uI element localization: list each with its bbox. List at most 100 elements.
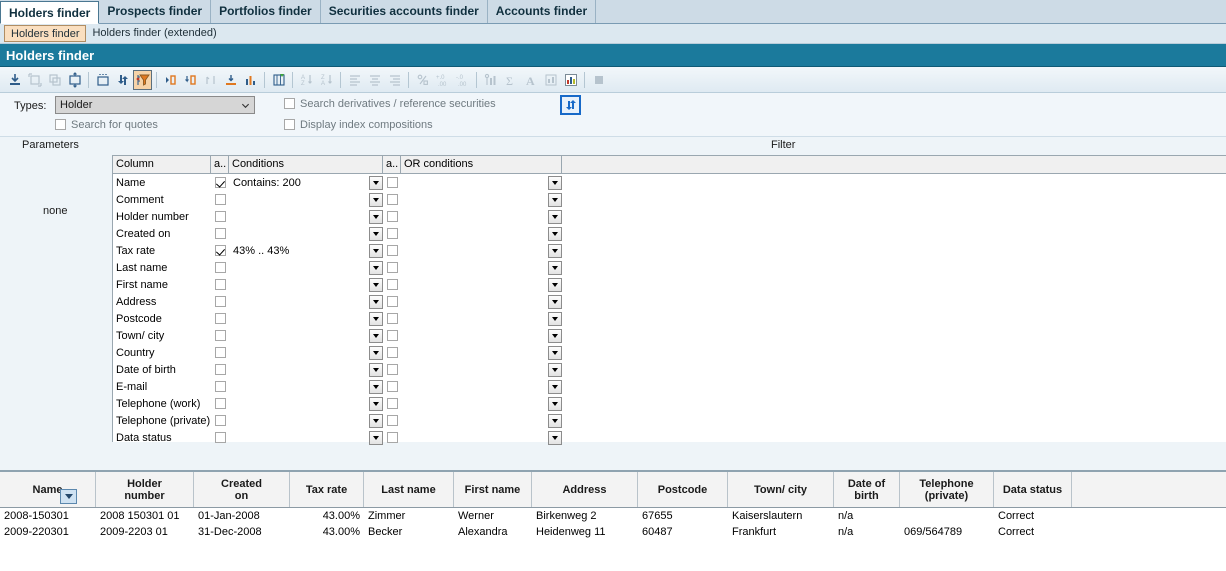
filter-row[interactable]: Telephone (private) <box>113 412 1226 429</box>
filter-condition-dropdown[interactable] <box>369 260 383 275</box>
filter-active-checkbox[interactable] <box>214 228 226 239</box>
filter-row[interactable]: Address <box>113 293 1226 310</box>
filter-condition-cell[interactable] <box>229 260 383 276</box>
filter-or-active-cell[interactable] <box>383 177 401 188</box>
filter-or-active-checkbox[interactable] <box>386 313 398 324</box>
filter-or-active-checkbox[interactable] <box>386 211 398 222</box>
table-row[interactable]: 2009-220301 2009-2203 01 31-Dec-2008 43.00%… <box>0 524 1226 540</box>
filter-or-active-checkbox[interactable] <box>386 347 398 358</box>
toolbar-chart-color-icon[interactable] <box>561 70 580 90</box>
filter-or-active-cell[interactable] <box>383 398 401 409</box>
filter-condition-dropdown[interactable] <box>369 294 383 309</box>
filter-active-cell[interactable] <box>211 262 229 273</box>
filter-or-condition-cell[interactable] <box>401 413 562 429</box>
filter-or-active-checkbox[interactable] <box>386 245 398 256</box>
filter-or-condition-cell[interactable] <box>401 328 562 344</box>
display-index-option[interactable]: Display index compositions <box>284 119 433 131</box>
header-or-conditions[interactable]: OR conditions <box>401 156 562 173</box>
filter-condition-dropdown[interactable] <box>369 277 383 292</box>
filter-active-checkbox[interactable] <box>214 245 226 256</box>
filter-or-active-cell[interactable] <box>383 262 401 273</box>
filter-or-active-checkbox[interactable] <box>386 381 398 392</box>
filter-active-cell[interactable] <box>211 415 229 426</box>
filter-active-checkbox[interactable] <box>214 211 226 222</box>
filter-active-checkbox[interactable] <box>214 381 226 392</box>
filter-condition-dropdown[interactable] <box>369 243 383 258</box>
filter-or-active-cell[interactable] <box>383 194 401 205</box>
filter-condition-cell[interactable] <box>229 379 383 395</box>
filter-active-cell[interactable] <box>211 228 229 239</box>
filter-or-condition-dropdown[interactable] <box>548 209 562 224</box>
filter-or-condition-cell[interactable] <box>401 260 562 276</box>
sort-descending-button[interactable] <box>60 489 77 504</box>
filter-or-condition-cell[interactable] <box>401 345 562 361</box>
filter-or-condition-cell[interactable] <box>401 430 562 446</box>
filter-or-condition-dropdown[interactable] <box>548 260 562 275</box>
filter-condition-cell[interactable]: Contains: 200 <box>229 175 383 191</box>
filter-row[interactable]: Town/ city <box>113 327 1226 344</box>
results-header-first[interactable]: First name <box>454 472 532 507</box>
filter-or-active-checkbox[interactable] <box>386 432 398 443</box>
filter-active-cell[interactable] <box>211 381 229 392</box>
header-column[interactable]: Column <box>113 156 211 173</box>
filter-condition-dropdown[interactable] <box>369 192 383 207</box>
filter-condition-dropdown[interactable] <box>369 379 383 394</box>
filter-active-checkbox[interactable] <box>214 364 226 375</box>
filter-or-condition-dropdown[interactable] <box>548 413 562 428</box>
display-index-checkbox[interactable] <box>284 119 295 130</box>
types-dropdown[interactable]: Holder <box>55 96 255 114</box>
main-tab-holders-finder[interactable]: Holders finder <box>0 1 100 24</box>
filter-condition-cell[interactable] <box>229 192 383 208</box>
filter-row[interactable]: First name <box>113 276 1226 293</box>
filter-or-active-checkbox[interactable] <box>386 194 398 205</box>
filter-active-checkbox[interactable] <box>214 296 226 307</box>
search-for-quotes-checkbox[interactable] <box>55 119 66 130</box>
filter-row[interactable]: Telephone (work) <box>113 395 1226 412</box>
filter-active-cell[interactable] <box>211 279 229 290</box>
filter-active-checkbox[interactable] <box>214 330 226 341</box>
filter-or-active-cell[interactable] <box>383 330 401 341</box>
filter-condition-cell[interactable] <box>229 226 383 242</box>
filter-or-active-cell[interactable] <box>383 279 401 290</box>
filter-active-checkbox[interactable] <box>214 432 226 443</box>
main-tab-securities-accounts-finder[interactable]: Securities accounts finder <box>321 0 488 23</box>
filter-or-condition-dropdown[interactable] <box>548 175 562 190</box>
filter-active-checkbox[interactable] <box>214 313 226 324</box>
filter-row[interactable]: Data status <box>113 429 1226 446</box>
toolbar-insert-column-icon[interactable] <box>93 70 112 90</box>
header-active-2[interactable]: a.. <box>383 156 401 173</box>
filter-or-active-cell[interactable] <box>383 364 401 375</box>
search-derivatives-checkbox[interactable] <box>284 98 295 109</box>
filter-or-active-cell[interactable] <box>383 347 401 358</box>
results-header-town[interactable]: Town/ city <box>728 472 834 507</box>
filter-or-condition-dropdown[interactable] <box>548 311 562 326</box>
main-tab-accounts-finder[interactable]: Accounts finder <box>488 0 597 23</box>
filter-condition-cell[interactable] <box>229 328 383 344</box>
results-header-last[interactable]: Last name <box>364 472 454 507</box>
search-derivatives-option[interactable]: Search derivatives / reference securitie… <box>284 98 496 110</box>
toolbar-columns-green-icon[interactable] <box>269 70 288 90</box>
toolbar-chart-columns-icon[interactable] <box>241 70 260 90</box>
toolbar-refresh-arrows-icon[interactable] <box>113 70 132 90</box>
filter-or-condition-cell[interactable] <box>401 379 562 395</box>
filter-condition-cell[interactable]: 43% .. 43% <box>229 243 383 259</box>
filter-row[interactable]: Date of birth <box>113 361 1226 378</box>
results-header-address[interactable]: Address <box>532 472 638 507</box>
filter-condition-cell[interactable] <box>229 413 383 429</box>
filter-or-active-checkbox[interactable] <box>386 279 398 290</box>
header-conditions[interactable]: Conditions <box>229 156 383 173</box>
filter-condition-dropdown[interactable] <box>369 328 383 343</box>
toolbar-fit-height-icon[interactable] <box>65 70 84 90</box>
results-header-post[interactable]: Postcode <box>638 472 728 507</box>
filter-active-cell[interactable] <box>211 313 229 324</box>
filter-or-condition-cell[interactable] <box>401 226 562 242</box>
results-header-dob[interactable]: Date of birth <box>834 472 900 507</box>
filter-active-cell[interactable] <box>211 364 229 375</box>
filter-active-checkbox[interactable] <box>214 262 226 273</box>
filter-or-condition-cell[interactable] <box>401 243 562 259</box>
filter-or-active-cell[interactable] <box>383 245 401 256</box>
filter-active-checkbox[interactable] <box>214 279 226 290</box>
filter-or-active-cell[interactable] <box>383 228 401 239</box>
filter-or-condition-dropdown[interactable] <box>548 328 562 343</box>
filter-condition-cell[interactable] <box>229 277 383 293</box>
